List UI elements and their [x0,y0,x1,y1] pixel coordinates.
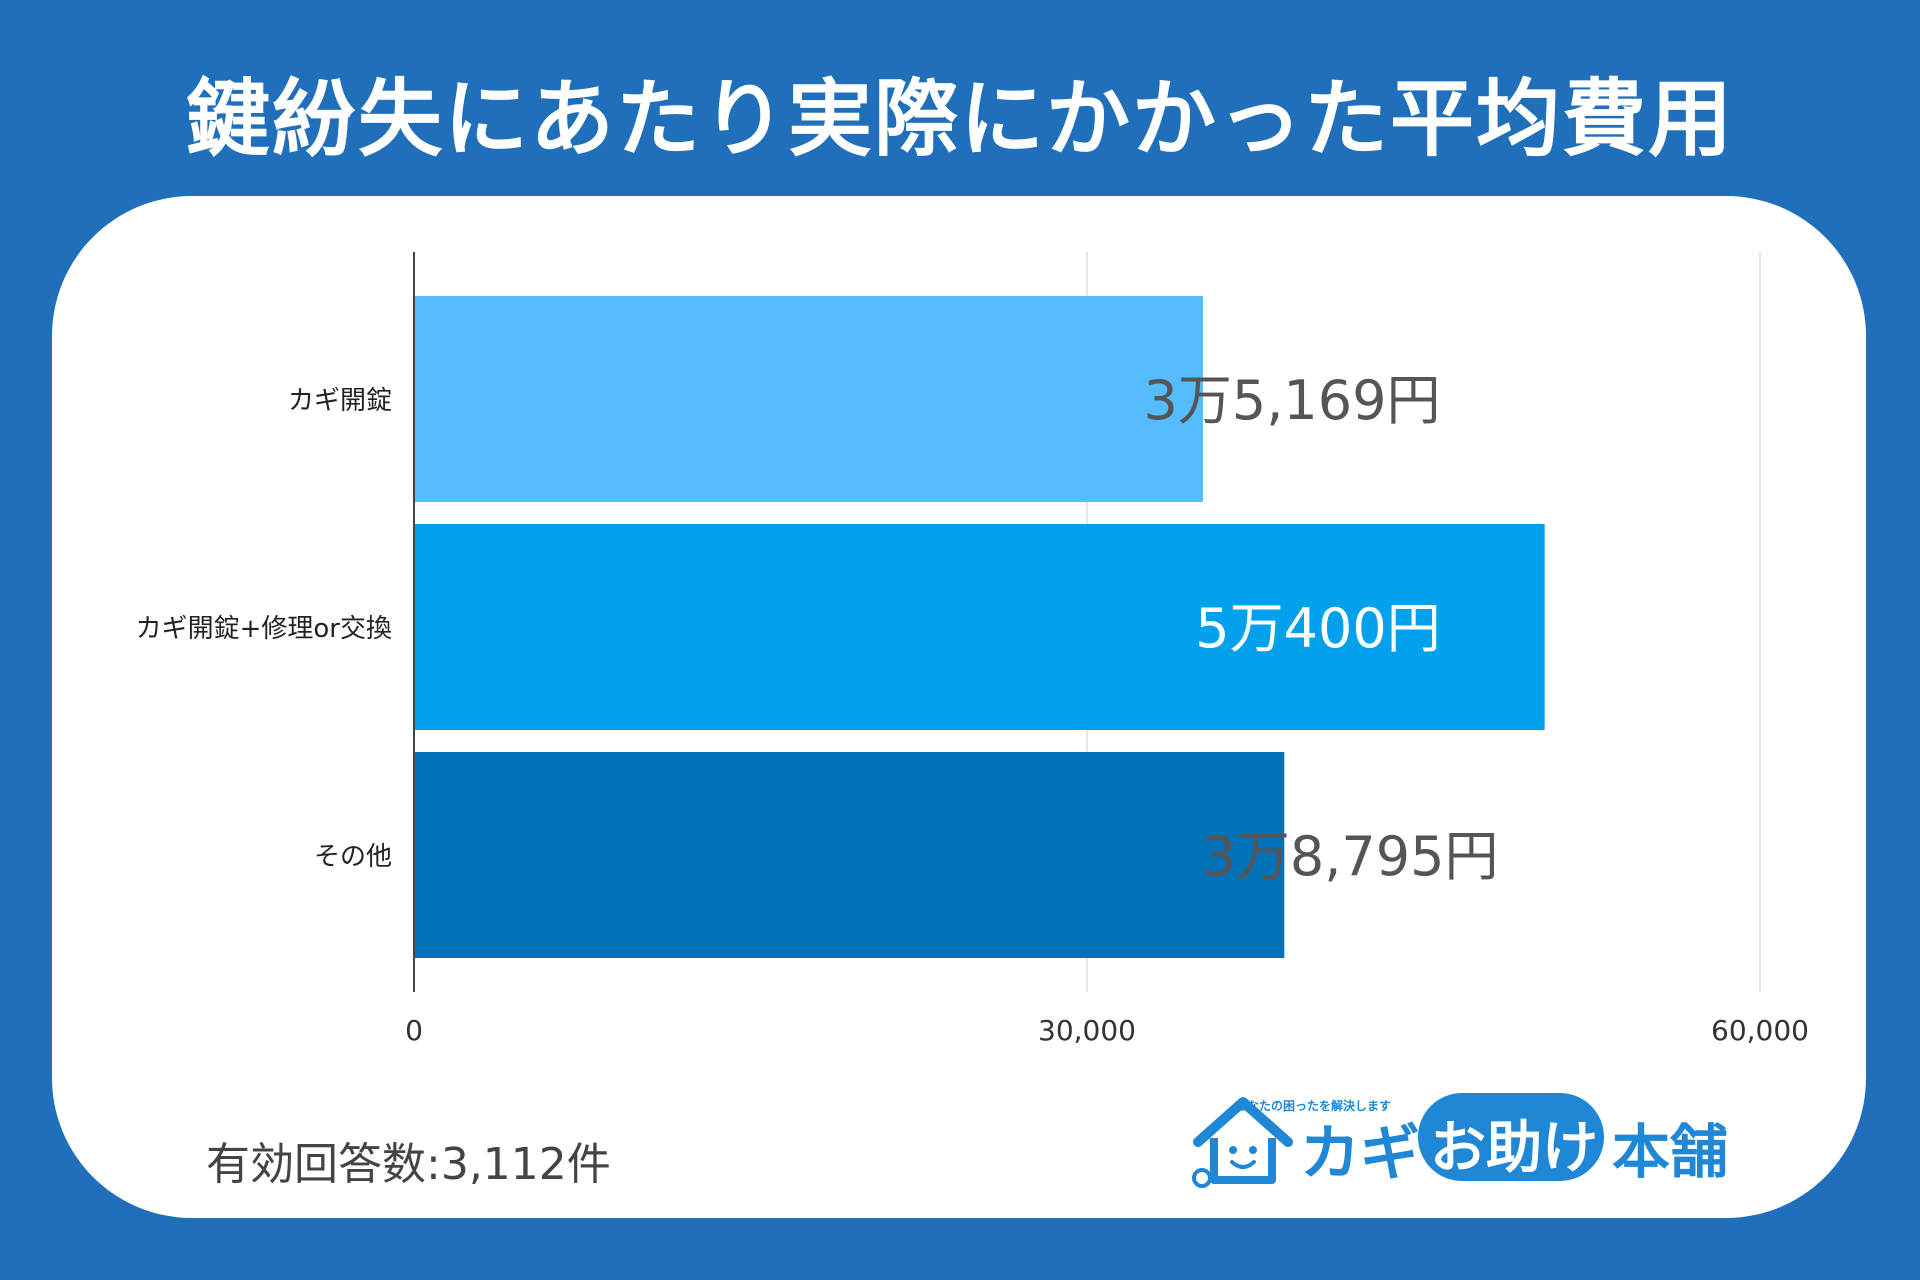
logo-bubble [1418,1093,1604,1181]
bar [414,296,1203,502]
logo-tagline: あなたの困ったを解決します [1235,1099,1392,1113]
bar [414,524,1545,730]
valid-responses-note: 有効回答数:3,112件 [206,1139,611,1190]
category-label: カギ開錠+修理or交換 [136,614,392,644]
house-key-icon [1192,1097,1293,1188]
category-label: カギ開錠 [288,386,392,416]
data-label: 3万5,169円 [1144,369,1441,432]
x-tick-label: 0 [405,1014,423,1047]
logo-brand-honpo: 本舗 [1612,1118,1729,1186]
x-tick-label: 30,000 [1038,1014,1136,1047]
bar [414,752,1285,958]
logo-brand-kagi: カギ [1300,1119,1420,1189]
x-tick-label: 60,000 [1711,1014,1809,1047]
logo-brand-otasuke: お助け [1430,1116,1598,1181]
data-label: 5万400円 [1195,597,1440,660]
data-label: 3万8,795円 [1202,825,1499,888]
category-label: その他 [314,842,392,872]
chart-title: 鍵紛失にあたり実際にかかった平均費用 [185,70,1734,168]
